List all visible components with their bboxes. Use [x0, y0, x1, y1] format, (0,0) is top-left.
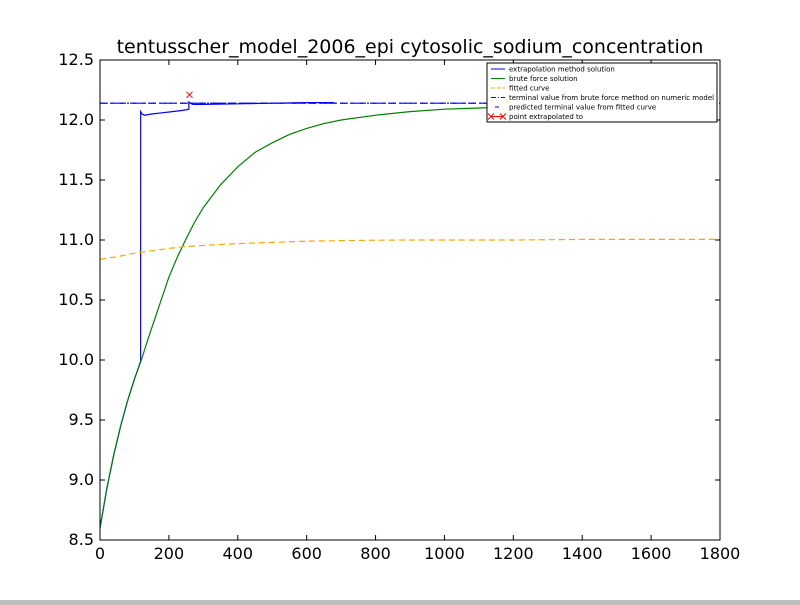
x-tick-label: 0	[95, 544, 105, 563]
y-tick-label: 8.5	[69, 530, 94, 549]
x-tick-label: 200	[154, 544, 185, 563]
x-tick-label: 1600	[631, 544, 672, 563]
legend-label-0: extrapolation method solution	[509, 66, 615, 74]
legend-label-3: terminal value from brute force method o…	[509, 94, 714, 102]
extrapolated-point-marker	[186, 91, 193, 99]
x-tick-label: 1000	[424, 544, 465, 563]
y-tick-label: 9.5	[69, 410, 94, 429]
x-tick-label: 1800	[700, 544, 741, 563]
legend-label-1: brute force solution	[509, 75, 578, 83]
axes-ticks: 0 200 400 600 800 1000 1200 1400 1600 1800 8.5 9.0 9…	[58, 50, 740, 563]
legend-label-5: point extrapolated to	[509, 113, 583, 121]
x-tick-label: 800	[360, 544, 391, 563]
legend-box	[486, 62, 718, 123]
y-tick-label: 12.0	[58, 110, 94, 129]
legend-label-2: fitted curve	[509, 85, 550, 93]
x-tick-label: 400	[223, 544, 254, 563]
x-tick-label: 600	[291, 544, 322, 563]
plot-frame	[99, 59, 721, 541]
y-tick-label: 10.5	[58, 290, 94, 309]
y-tick-label: 11.5	[58, 170, 94, 189]
y-tick-label: 11.0	[58, 230, 94, 249]
legend-label-4: predicted terminal value from fitted cur…	[509, 104, 656, 112]
series-line-2	[100, 238, 720, 260]
x-tick-label: 1400	[562, 544, 603, 563]
series-line-1	[100, 106, 514, 529]
chart-title: tentusscher_model_2006_epi cytosolic_sod…	[117, 36, 704, 58]
series-line-0	[100, 100, 335, 529]
data-layer	[100, 91, 720, 529]
y-tick-label: 10.0	[58, 350, 94, 369]
y-tick-label: 9.0	[69, 470, 94, 489]
y-tick-label: 12.5	[58, 50, 94, 69]
x-tick-label: 1200	[493, 544, 534, 563]
